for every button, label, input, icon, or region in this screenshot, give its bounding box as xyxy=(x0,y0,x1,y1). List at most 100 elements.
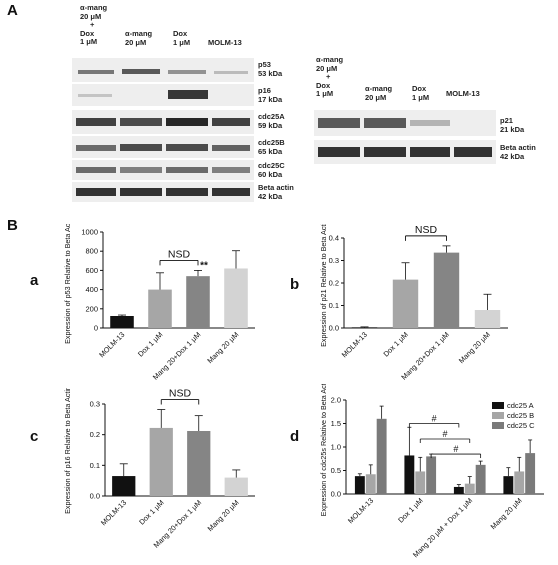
legend-label: cdc25 B xyxy=(507,411,534,420)
blot-label-cdc25b: cdc25B 65 kDa xyxy=(258,138,285,156)
panel-label-a-upper: A xyxy=(7,2,18,19)
blot-label-cdc25a: cdc25A 59 kDa xyxy=(258,112,285,130)
bar xyxy=(110,316,134,328)
blot-strip-beta-actin-left xyxy=(72,182,254,202)
y-tick-label: 800 xyxy=(85,247,98,256)
blot-label-p53: p53 53 kDa xyxy=(258,60,283,78)
subpanel-label-d: d xyxy=(290,428,300,445)
x-tick-label: Mang 20 μM xyxy=(205,330,240,365)
y-tick-label: 1.0 xyxy=(331,443,341,452)
bar xyxy=(404,455,415,494)
y-tick-label: 0.0 xyxy=(329,324,339,333)
y-tick-label: 0.4 xyxy=(329,234,339,243)
y-axis-label: Expression of p16 Relative to Beta Actin xyxy=(63,388,72,514)
bar xyxy=(415,471,426,494)
chart-p53-expression: Expression of p53 Relative to Beta Actin… xyxy=(63,224,255,382)
y-tick-label: 200 xyxy=(85,304,98,313)
y-tick-label: 1.5 xyxy=(331,419,341,428)
y-tick-label: 0.3 xyxy=(329,256,339,265)
subpanel-label-b: b xyxy=(290,276,300,293)
legend-swatch xyxy=(492,412,504,419)
x-tick-label: MOLM-13 xyxy=(99,498,128,527)
chart-p16-expression: Expression of p16 Relative to Beta Actin… xyxy=(63,388,255,550)
x-tick-label: Mang 20 μM xyxy=(206,498,241,533)
legend-swatch xyxy=(492,422,504,429)
lane-label: α-mang 20 μM xyxy=(125,29,153,47)
bar xyxy=(433,252,460,328)
blot-strip-cdc25a xyxy=(72,110,254,134)
x-tick-label: MOLM-13 xyxy=(340,330,369,359)
x-tick-label: MOLM-13 xyxy=(97,330,126,359)
x-tick-label: Mang 20 μM xyxy=(489,496,524,531)
significance-mark: # xyxy=(442,429,447,439)
significance-mark: ** xyxy=(200,260,208,271)
nsd-label: NSD xyxy=(169,388,192,400)
blot-label-beta-actin-right: Beta actin 42 kDa xyxy=(500,143,536,161)
x-tick-label: Mang 20 μM xyxy=(457,330,492,365)
lane-label: Dox 1 μM xyxy=(412,84,430,102)
y-axis-label: Expression of p53 Relative to Beta Actin xyxy=(63,224,72,344)
legend-swatch xyxy=(492,402,504,409)
panel-label-b-upper: B xyxy=(7,217,18,234)
y-tick-label: 0.2 xyxy=(90,430,100,439)
y-tick-label: 0.5 xyxy=(331,466,341,475)
y-tick-label: 0.2 xyxy=(329,279,339,288)
blot-label-cdc25c: cdc25C 60 kDa xyxy=(258,161,285,179)
nsd-label: NSD xyxy=(168,248,191,260)
x-tick-label: Dox 1 μM xyxy=(136,330,165,359)
bar xyxy=(392,279,419,328)
subpanel-label-c: c xyxy=(30,428,39,445)
y-tick-label: 0.1 xyxy=(90,461,100,470)
y-tick-label: 0.1 xyxy=(329,301,339,310)
significance-mark: # xyxy=(432,414,437,424)
bar xyxy=(365,474,376,494)
lane-label: α-mang 20 μM xyxy=(365,84,393,102)
bar xyxy=(464,483,475,494)
bar xyxy=(453,486,464,494)
bar xyxy=(426,456,437,494)
bar xyxy=(148,289,172,328)
x-tick-label: Dox 1 μM xyxy=(396,496,425,525)
blot-strip-p21 xyxy=(314,110,496,136)
bar xyxy=(351,327,378,328)
y-axis-label: Expression of cdc25s Relative to Beta Ac… xyxy=(319,384,328,516)
blot-strip-beta-actin-right xyxy=(314,140,496,164)
blot-label-beta-actin-left: Beta actin 42 kDa xyxy=(258,183,294,201)
bar xyxy=(224,477,248,496)
x-tick-label: Dox 1 μM xyxy=(137,498,166,527)
bar xyxy=(475,464,486,494)
bar xyxy=(376,418,387,494)
chart-cdc25-expression: Expression of cdc25s Relative to Beta Ac… xyxy=(319,384,544,559)
bar xyxy=(149,427,173,496)
subpanel-label-a: a xyxy=(30,272,39,289)
lane-label: MOLM-13 xyxy=(446,89,480,98)
y-axis-label: Expression of p21 Relative to Beta Actin xyxy=(319,224,328,347)
lane-label: Dox 1 μM xyxy=(173,29,191,47)
bar xyxy=(224,268,248,328)
y-tick-label: 400 xyxy=(85,285,98,294)
nsd-label: NSD xyxy=(415,224,438,236)
y-tick-label: 1000 xyxy=(81,228,98,237)
bar xyxy=(186,276,210,328)
blot-strip-cdc25c xyxy=(72,160,254,180)
lane-label: MOLM-13 xyxy=(208,38,242,47)
legend-label: cdc25 A xyxy=(507,401,534,410)
blot-strip-p16 xyxy=(72,84,254,106)
bar xyxy=(474,310,501,328)
blot-label-p21: p21 21 kDa xyxy=(500,116,525,134)
legend-label: cdc25 C xyxy=(507,421,535,430)
blot-strip-p53 xyxy=(72,58,254,82)
bar xyxy=(354,476,365,494)
lane-label: α-mang 20 μM + Dox 1 μM xyxy=(80,3,108,46)
bar xyxy=(187,430,211,496)
x-tick-label: MOLM-13 xyxy=(346,496,375,525)
chart-p21-expression: Expression of p21 Relative to Beta Actin… xyxy=(319,224,508,382)
y-tick-label: 0.0 xyxy=(90,492,100,501)
y-tick-label: 600 xyxy=(85,266,98,275)
bar xyxy=(112,476,136,496)
y-tick-label: 0.3 xyxy=(90,400,100,409)
y-tick-label: 0.0 xyxy=(331,490,341,499)
y-tick-label: 0 xyxy=(94,324,98,333)
blot-label-p16: p16 17 kDa xyxy=(258,86,283,104)
significance-mark: # xyxy=(453,444,458,454)
